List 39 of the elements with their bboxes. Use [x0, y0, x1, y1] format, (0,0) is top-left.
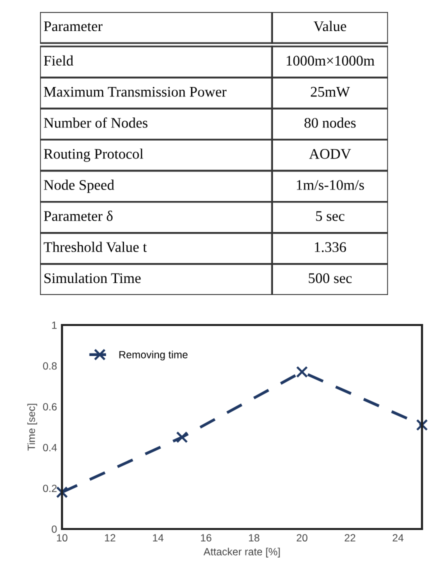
x-tick-label: 10 [57, 534, 68, 542]
y-tick-label: 0.8 [43, 362, 57, 370]
point [296, 366, 308, 378]
text: 1m/s-10m/s [296, 180, 364, 190]
y-tick-label: 0.4 [43, 444, 57, 452]
x-tick-label: 22 [344, 534, 356, 542]
y-tick-label: 1 [52, 322, 57, 329]
y-tick-label: 0.6 [43, 403, 57, 410]
y-tick-label: 0 [52, 526, 57, 533]
text: Maximum Transmission Power [44, 86, 226, 97]
text: AODV [309, 149, 351, 159]
text: 5 sec [316, 211, 344, 221]
x-tick-label: 18 [249, 534, 260, 542]
text: 500 sec [308, 273, 352, 284]
text: Field [44, 55, 74, 66]
x-tick-label: 14 [153, 534, 164, 542]
text: Simulation Time [44, 272, 141, 284]
x-tick-label: 24 [392, 534, 404, 542]
x-tick-label: 20 [296, 534, 308, 542]
text: Parameter δ [44, 210, 113, 221]
x-tick-label: 16 [201, 534, 212, 542]
text: Value [314, 20, 346, 32]
x-tick-label: 12 [105, 534, 116, 542]
point [56, 486, 68, 498]
text: 1.336 [314, 242, 346, 252]
y-tick-label: 0.2 [43, 484, 57, 492]
text: Number of Nodes [44, 117, 148, 128]
text: 80 nodes [304, 118, 356, 128]
text: Node Speed [44, 180, 114, 193]
legend-label: Removing time [119, 350, 188, 360]
text: Threshold Value t [44, 242, 147, 252]
x-axis-title: Attacker rate [%] [204, 548, 280, 558]
y-axis-title: Time [sec] [27, 404, 38, 451]
text: Routing Protocol [44, 148, 144, 162]
point [176, 431, 188, 444]
text: 25mW [310, 86, 350, 97]
text: Parameter [44, 21, 102, 32]
text: 1000m×1000m [286, 56, 374, 66]
point [416, 419, 428, 431]
